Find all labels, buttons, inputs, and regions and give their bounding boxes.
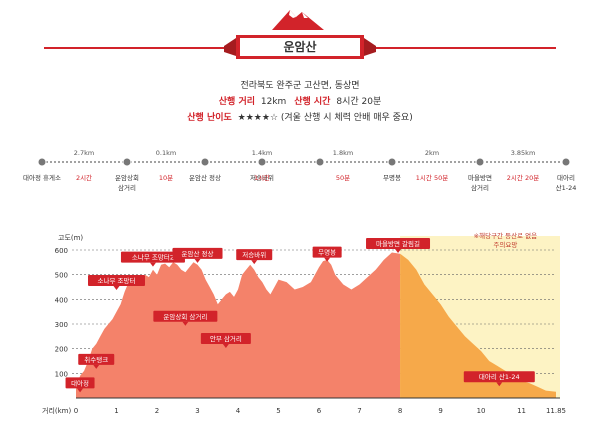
difficulty-note: (겨울 산행 시 체력 안배 매우 중요) (281, 111, 413, 123)
annotation-text: 무명봉 (318, 248, 336, 257)
annotation-label: 대아리 산1-24 (463, 371, 535, 387)
segment-time: 2시간 20분 (507, 173, 539, 182)
difficulty-line: 산행 난이도 ★★★★☆ (겨울 산행 시 체력 안배 매우 중요) (187, 111, 412, 123)
title-banner: 운암산 (44, 35, 556, 59)
distance-time-line: 산행 거리 12km 산행 시간 8시간 20분 (219, 95, 381, 107)
segment-distance: 2km (425, 149, 439, 157)
annotation-text: 대아정 (71, 378, 89, 387)
x-tick-label: 9 (438, 407, 442, 415)
segment-distance: 3.85km (511, 149, 536, 157)
annotation-label: 소나무 조망터2 (120, 251, 185, 267)
annotation-text: 마을방면 갈림길 (376, 239, 420, 248)
annotation-text: 소나무 조망터 (98, 276, 136, 285)
annotation-text: 안부 삼거리 (210, 334, 242, 343)
annotation-text: 취수탱크 (84, 355, 108, 364)
annotation-label: 저승바위 (236, 249, 273, 265)
page-title: 운암산 (283, 39, 316, 54)
segment-distance: 1.4km (252, 149, 272, 157)
elevation-chart: 100 200 300 400 500 600 고도(m) 거리(km) 0 1 2 3 4 5 6 7 8 9 1… (42, 231, 566, 415)
annotation-text: 소나무 조망터2 (132, 253, 174, 262)
x-tick-label: 10 (477, 407, 486, 415)
location-text: 전라북도 완주군 고산면, 동상면 (240, 80, 359, 91)
x-tick-label: 2 (155, 407, 159, 415)
segment-time: 2시간 (76, 173, 92, 182)
y-tick-label: 400 (55, 296, 68, 304)
distance-value: 12km (261, 97, 286, 107)
mountain-icon (272, 10, 324, 30)
y-tick-label: 600 (55, 247, 68, 255)
x-tick-label: 6 (317, 407, 322, 415)
segment-distance: 2.7km (74, 149, 94, 157)
route-stop-name: 운암상회 (115, 173, 139, 182)
route-node (561, 157, 571, 167)
y-tick-label: 200 (55, 346, 68, 354)
x-tick-label: 3 (195, 407, 199, 415)
route-stop-name2: 삼거리 (471, 183, 489, 192)
x-tick-label: 11.85 (546, 407, 566, 415)
route-stop-name: 무명봉 (383, 173, 401, 182)
annotation-text: 운암산 정상 (182, 249, 214, 258)
y-axis-label: 고도(m) (58, 234, 83, 242)
route-stop-name2: 산1-24 (556, 183, 577, 192)
annotation-label: 소나무 조망터 (88, 275, 146, 290)
annotation-label: 취수탱크 (78, 353, 115, 369)
annotation-label: 무명봉 (312, 246, 342, 262)
x-axis-label: 거리(km) (42, 406, 71, 415)
elevation-area (76, 252, 401, 398)
x-tick-label: 8 (398, 407, 402, 415)
y-tick-label: 300 (55, 321, 68, 329)
y-tick-label: 100 (55, 370, 68, 378)
difficulty-label: 산행 난이도 (187, 111, 232, 123)
route-stop-name: 저승바위 (250, 173, 274, 182)
x-tick-label: 1 (114, 407, 118, 415)
annotation-label: 운암상회 삼거리 (153, 310, 218, 326)
route-stop-name: 마을방면 (468, 173, 492, 182)
route-stop-name2: 삼거리 (118, 183, 136, 192)
distance-label: 산행 거리 (219, 95, 255, 107)
annotation-text: 운암상회 삼거리 (163, 312, 207, 321)
route-stop-name: 운암산 정상 (189, 173, 221, 182)
x-tick-label: 7 (357, 407, 361, 415)
warning-note: ※해당구간 등산로 없음 주의요망 (474, 231, 537, 249)
time-value: 8시간 20분 (336, 96, 381, 107)
x-tick-label: 4 (236, 407, 241, 415)
annotation-text: 저승바위 (242, 250, 266, 259)
x-tick-label: 0 (74, 407, 78, 415)
route-node (475, 157, 485, 167)
segment-distance: 1.8km (333, 149, 353, 157)
route-node (257, 157, 267, 167)
segment-time: 10분 (159, 174, 173, 182)
segment-time: 50분 (336, 174, 350, 182)
x-tick-label: 11 (517, 407, 526, 415)
route-node (200, 157, 210, 167)
x-tick-label: 5 (276, 407, 280, 415)
annotation-label: 마을방면 갈림길 (366, 238, 431, 253)
route-stop-name: 대아정 휴게소 (23, 173, 61, 182)
difficulty-stars: ★★★★☆ (238, 113, 278, 123)
segment-distance: 0.1km (156, 149, 176, 157)
route-node (37, 157, 47, 167)
elevation-area-late (400, 253, 556, 398)
segment-time: 1시간 50분 (416, 173, 448, 182)
route-node (387, 157, 397, 167)
annotation-label: 운암산 정상 (172, 247, 223, 263)
annotation-text: 대아리 산1-24 (479, 372, 520, 381)
segment-time: 1시간 (254, 173, 270, 182)
route-node (122, 157, 132, 167)
y-tick-label: 500 (55, 272, 68, 280)
time-label: 산행 시간 (294, 95, 331, 107)
route-node (315, 157, 325, 167)
route-stop-name: 대아리 (557, 173, 575, 182)
annotation-label: 대아정 (65, 377, 95, 393)
annotation-label: 안부 삼거리 (200, 332, 251, 348)
